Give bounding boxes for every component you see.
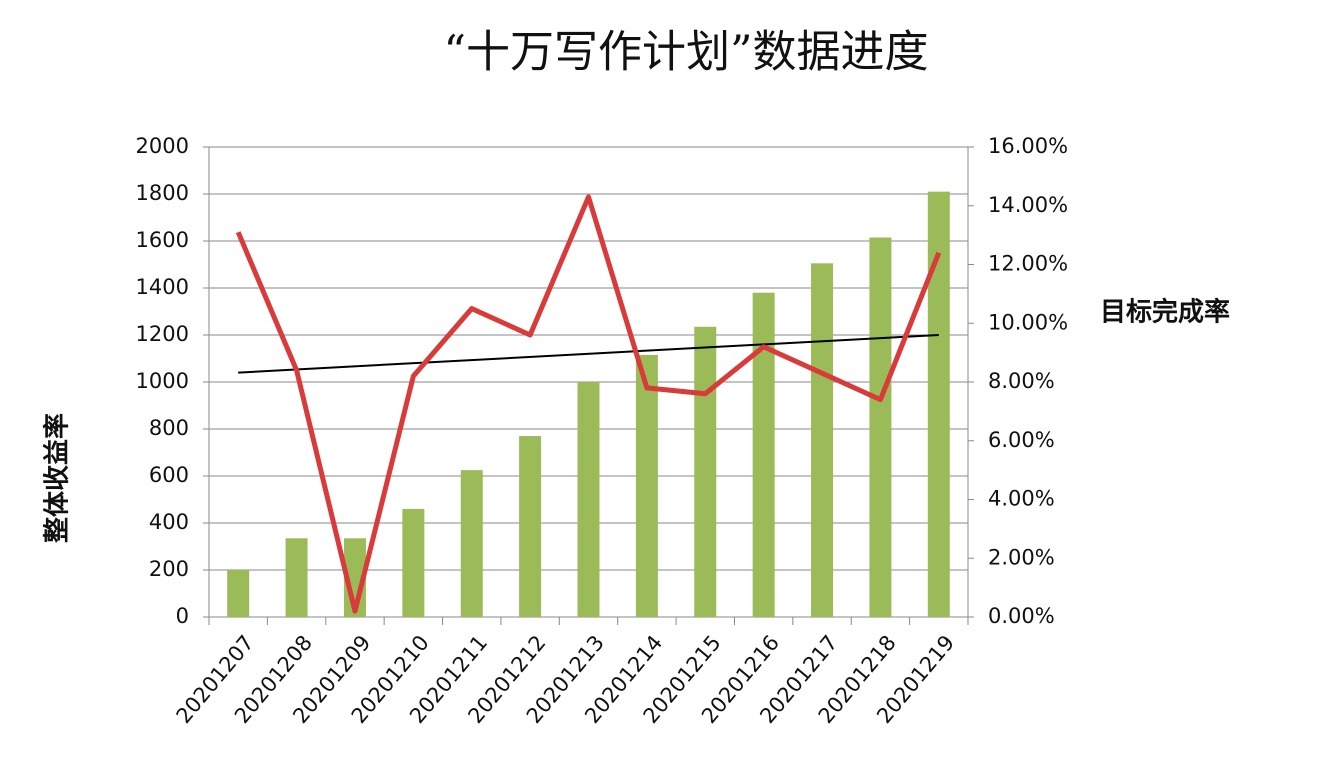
y-tick-label: 2000	[136, 134, 189, 158]
y2-tick-label: 0.00%	[988, 604, 1055, 628]
bar	[694, 326, 717, 617]
y-tick-label: 1000	[136, 369, 189, 393]
y-tick-label: 1800	[136, 181, 189, 205]
bar	[577, 382, 600, 617]
bar	[752, 292, 775, 617]
bar	[635, 354, 658, 617]
y2-tick-label: 14.00%	[988, 193, 1068, 217]
y-tick-label: 800	[149, 416, 189, 440]
bar	[402, 508, 425, 617]
y2-tick-label: 4.00%	[988, 487, 1055, 511]
y-tick-label: 1600	[136, 228, 189, 252]
y2-tick-label: 2.00%	[988, 545, 1055, 569]
y2-tick-label: 16.00%	[988, 134, 1068, 158]
bar	[927, 191, 950, 617]
bar	[811, 263, 834, 617]
line	[235, 194, 942, 614]
bar	[519, 436, 542, 617]
chart-title: “十万写作计划”数据进度	[444, 27, 929, 78]
bar	[227, 570, 250, 617]
bar	[869, 237, 892, 617]
trendline	[238, 334, 939, 374]
y2-tick-label: 6.00%	[988, 428, 1055, 452]
y2-tick-label: 8.00%	[988, 369, 1055, 393]
y2-axis-title: 目标完成率	[1100, 297, 1230, 328]
y-tick-label: 200	[149, 557, 189, 581]
bar	[460, 470, 483, 617]
y-tick-label: 1200	[136, 322, 189, 346]
y-tick-label: 1400	[136, 275, 189, 299]
y-axis-title: 整体收益率	[42, 413, 73, 543]
y-tick-label: 400	[149, 510, 189, 534]
bar	[285, 538, 308, 617]
y-tick-label: 0	[176, 604, 189, 628]
y2-tick-label: 12.00%	[988, 252, 1068, 276]
y-tick-label: 600	[149, 463, 189, 487]
y2-tick-label: 10.00%	[988, 310, 1068, 334]
